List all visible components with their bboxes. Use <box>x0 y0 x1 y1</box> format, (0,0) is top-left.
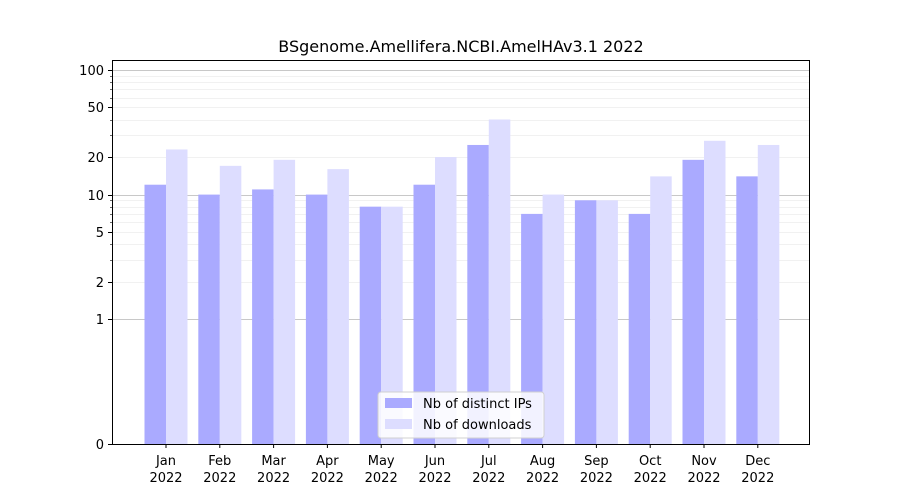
bar-downloads <box>596 200 618 444</box>
y-tick-label: 10 <box>87 189 104 204</box>
x-tick-label-month: Mar <box>261 454 286 469</box>
legend-swatch <box>385 398 412 408</box>
bar-distinct-ips <box>736 176 758 444</box>
bar-distinct-ips <box>305 194 328 444</box>
y-tick-label: 1 <box>96 313 104 328</box>
bar-downloads <box>219 165 242 444</box>
bar-downloads <box>273 159 296 444</box>
x-tick-label-year: 2022 <box>634 471 667 486</box>
bar-distinct-ips <box>359 206 382 444</box>
bar-distinct-ips <box>198 194 220 444</box>
bar-distinct-ips <box>252 189 274 444</box>
x-axis: Jan 2022 Feb 2022 Mar 2022 Apr 2022 May 2022 Jun 20… <box>149 444 774 486</box>
legend-box <box>377 391 545 439</box>
y-tick-label: 5 <box>96 226 104 241</box>
plot-frame <box>112 60 810 445</box>
x-tick-label-month: Jan <box>155 454 176 469</box>
y-tick-label: 0 <box>96 438 104 453</box>
x-tick-label-month: May <box>368 454 395 469</box>
bar-downloads <box>650 176 672 444</box>
x-tick-label-year: 2022 <box>687 471 720 486</box>
y-tick-label: 2 <box>96 276 104 291</box>
bar-distinct-ips <box>467 144 489 445</box>
legend-swatch <box>385 419 412 429</box>
bar-downloads <box>542 194 565 444</box>
x-tick-label-month: Sep <box>584 454 609 469</box>
bar-distinct-ips <box>628 213 651 444</box>
x-tick-label-year: 2022 <box>418 471 451 486</box>
legend: Nb of distinct IPs Nb of downloads <box>377 391 545 439</box>
x-tick-label-year: 2022 <box>472 471 505 486</box>
bar-distinct-ips <box>144 184 166 444</box>
x-tick-label-month: Oct <box>639 454 661 469</box>
x-tick-label-year: 2022 <box>149 471 182 486</box>
x-tick-label-year: 2022 <box>203 471 236 486</box>
x-tick-label-year: 2022 <box>365 471 398 486</box>
bar-distinct-ips <box>574 200 597 444</box>
chart-title: BSgenome.Amellifera.NCBI.AmelHAv3.1 2022 <box>278 37 643 56</box>
bar-downloads <box>166 149 188 444</box>
x-tick-label-month: Apr <box>316 454 339 469</box>
x-tick-label-month: Aug <box>530 454 555 469</box>
x-tick-label-month: Feb <box>208 454 231 469</box>
x-tick-label-year: 2022 <box>580 471 613 486</box>
y-tick-label: 20 <box>87 151 104 166</box>
bar-distinct-ips <box>682 159 704 444</box>
bar-distinct-ips <box>413 184 435 444</box>
bar-downloads <box>488 119 511 444</box>
x-tick-label-year: 2022 <box>311 471 344 486</box>
y-axis: 0 1 2 5 10 20 50 100 <box>79 64 112 453</box>
bar-downloads <box>435 157 457 444</box>
x-tick-label-month: Jul <box>480 454 497 469</box>
bar-downloads <box>381 206 403 444</box>
x-tick-label-year: 2022 <box>526 471 559 486</box>
x-tick-label-month: Nov <box>691 454 717 469</box>
legend-label: Nb of distinct IPs <box>423 397 532 412</box>
x-tick-label-year: 2022 <box>741 471 774 486</box>
x-tick-label-month: Jun <box>424 454 445 469</box>
y-tick-label: 50 <box>87 101 104 116</box>
y-tick-label: 100 <box>79 64 104 79</box>
x-tick-label-year: 2022 <box>257 471 290 486</box>
bar-downloads <box>757 144 780 445</box>
bar-downloads <box>327 169 349 444</box>
x-tick-label-month: Dec <box>745 454 770 469</box>
bar-distinct-ips <box>521 213 543 444</box>
legend-label: Nb of downloads <box>423 418 532 433</box>
bar-downloads <box>704 140 726 444</box>
bars <box>144 119 780 445</box>
